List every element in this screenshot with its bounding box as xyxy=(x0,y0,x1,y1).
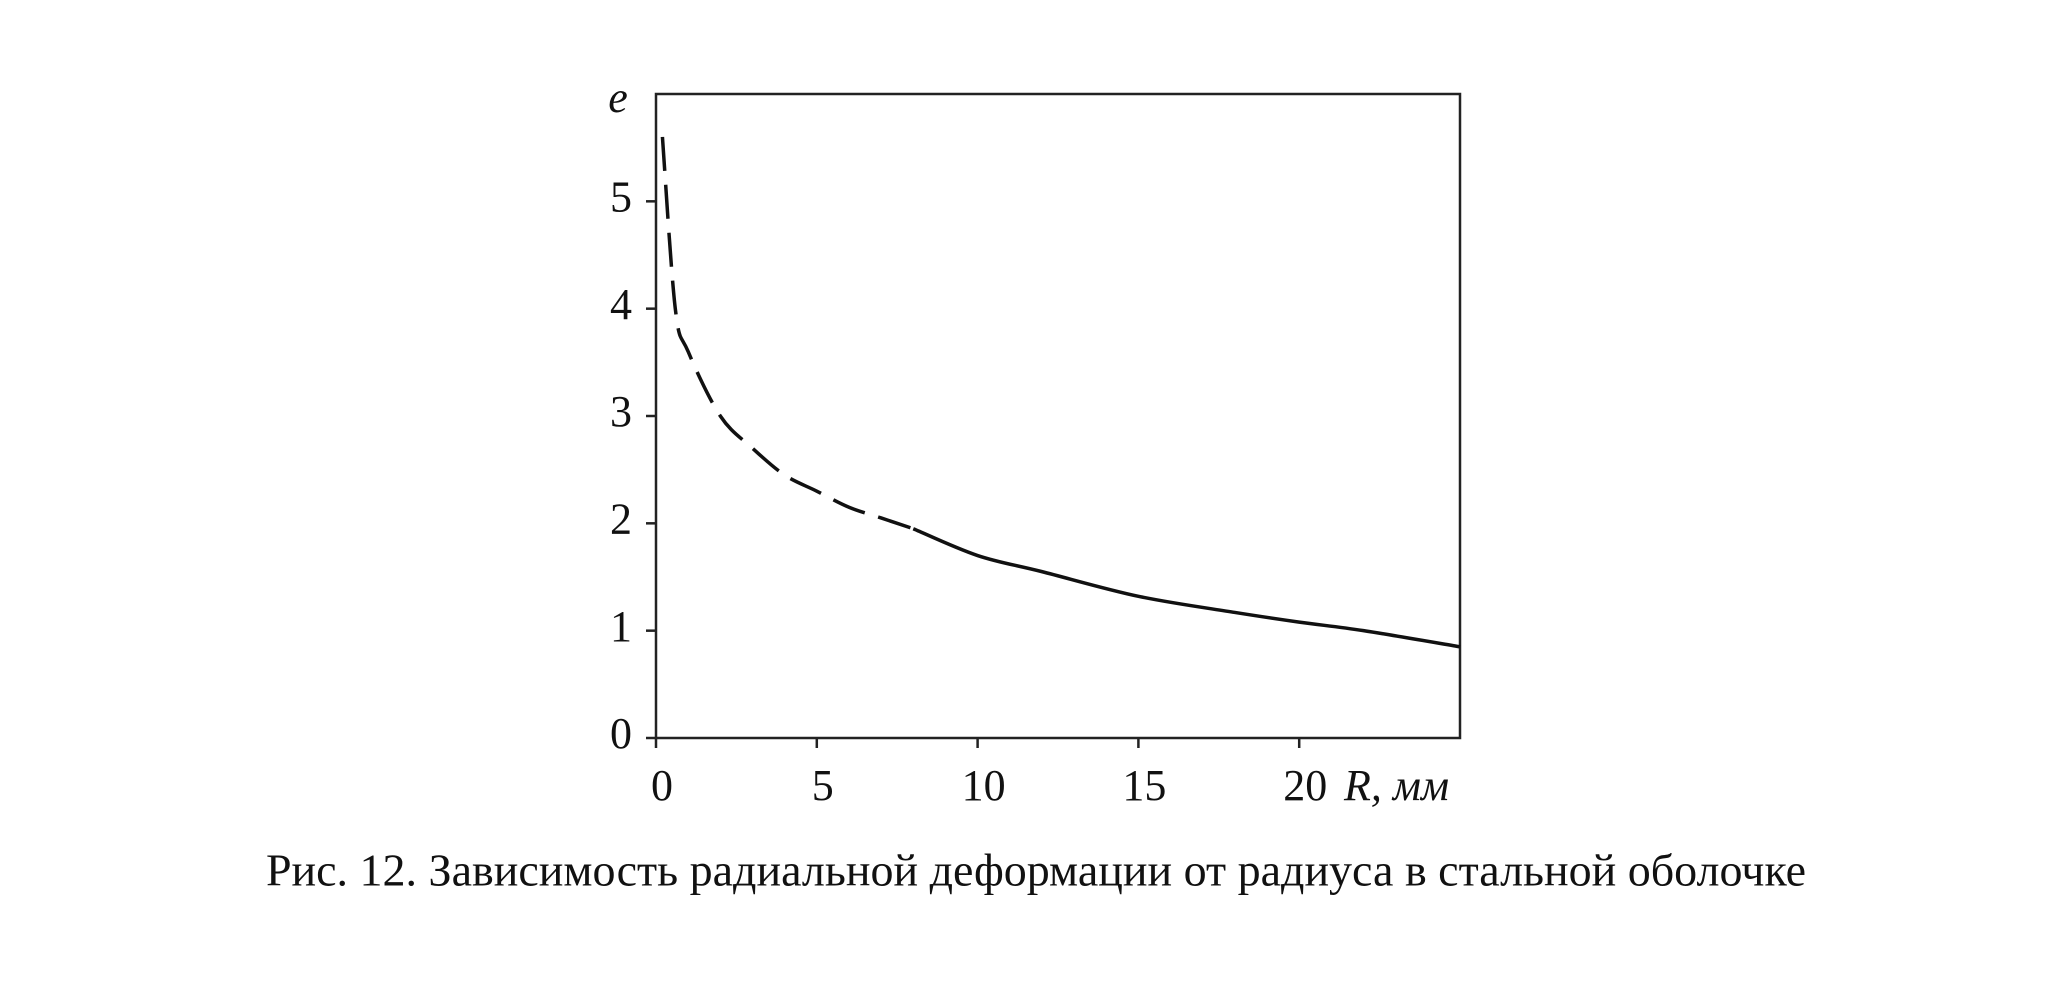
y-tick-label: 3 xyxy=(610,387,632,436)
curve xyxy=(660,136,914,531)
plot-frame xyxy=(654,92,1462,740)
x-tick-label: 0 xyxy=(651,761,673,810)
x-axis-label: R, мм xyxy=(1343,761,1449,810)
y-axis-label: e xyxy=(608,73,628,122)
x-tick-label: 15 xyxy=(1122,761,1166,810)
x-tick-label: 20 xyxy=(1283,761,1327,810)
y-tick-label: 1 xyxy=(610,602,632,651)
x-tick-label: 10 xyxy=(962,761,1006,810)
y-tick-label: 5 xyxy=(610,172,632,221)
curve xyxy=(912,527,1461,649)
x-tick-label: 5 xyxy=(812,761,834,810)
y-tick-label: 0 xyxy=(610,709,632,758)
y-tick-label: 4 xyxy=(610,280,632,329)
y-tick-label: 2 xyxy=(610,494,632,543)
figure-caption: Рис. 12. Зависимость радиальной деформац… xyxy=(266,845,1806,896)
